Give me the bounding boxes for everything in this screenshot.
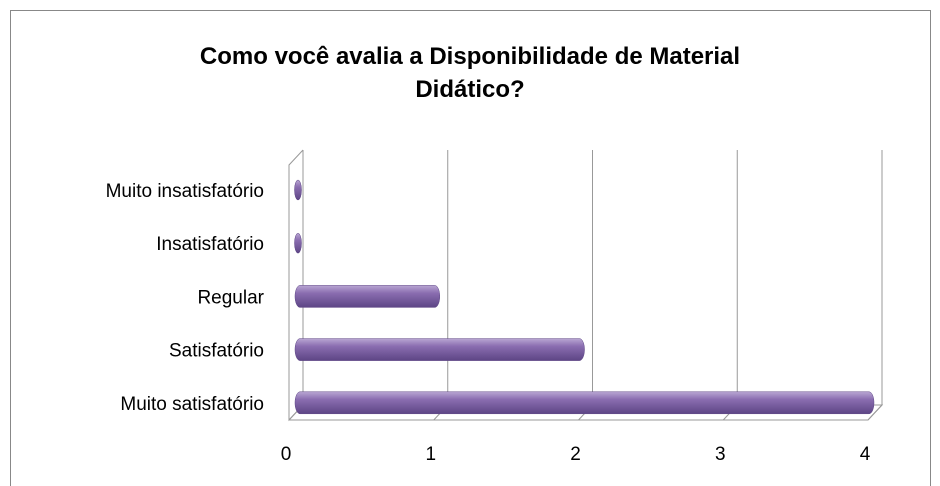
y-tick-label: Muito insatisfatório — [106, 181, 264, 202]
bar — [294, 232, 302, 254]
bar — [294, 391, 875, 415]
grid-line — [433, 150, 449, 421]
y-tick-label: Satisfatório — [169, 341, 264, 362]
grid-line — [578, 150, 593, 421]
x-tick-label: 3 — [715, 444, 726, 465]
x-tick-label: 1 — [425, 444, 436, 465]
y-tick-label: Insatisfatório — [156, 234, 264, 255]
x-tick-label: 4 — [860, 444, 871, 465]
y-tick-label: Regular — [197, 287, 264, 308]
chart-frame — [10, 10, 931, 486]
chart-title: Como você avalia a Disponibilidade de Ma… — [199, 43, 741, 103]
grid-line — [867, 150, 883, 421]
bar — [294, 285, 440, 308]
x-tick-label: 0 — [281, 444, 292, 465]
bar — [294, 338, 585, 361]
grid-line — [722, 150, 738, 421]
bar — [294, 179, 302, 201]
x-tick-label: 2 — [570, 444, 581, 465]
y-tick-label: Muito satisfatório — [120, 394, 264, 415]
